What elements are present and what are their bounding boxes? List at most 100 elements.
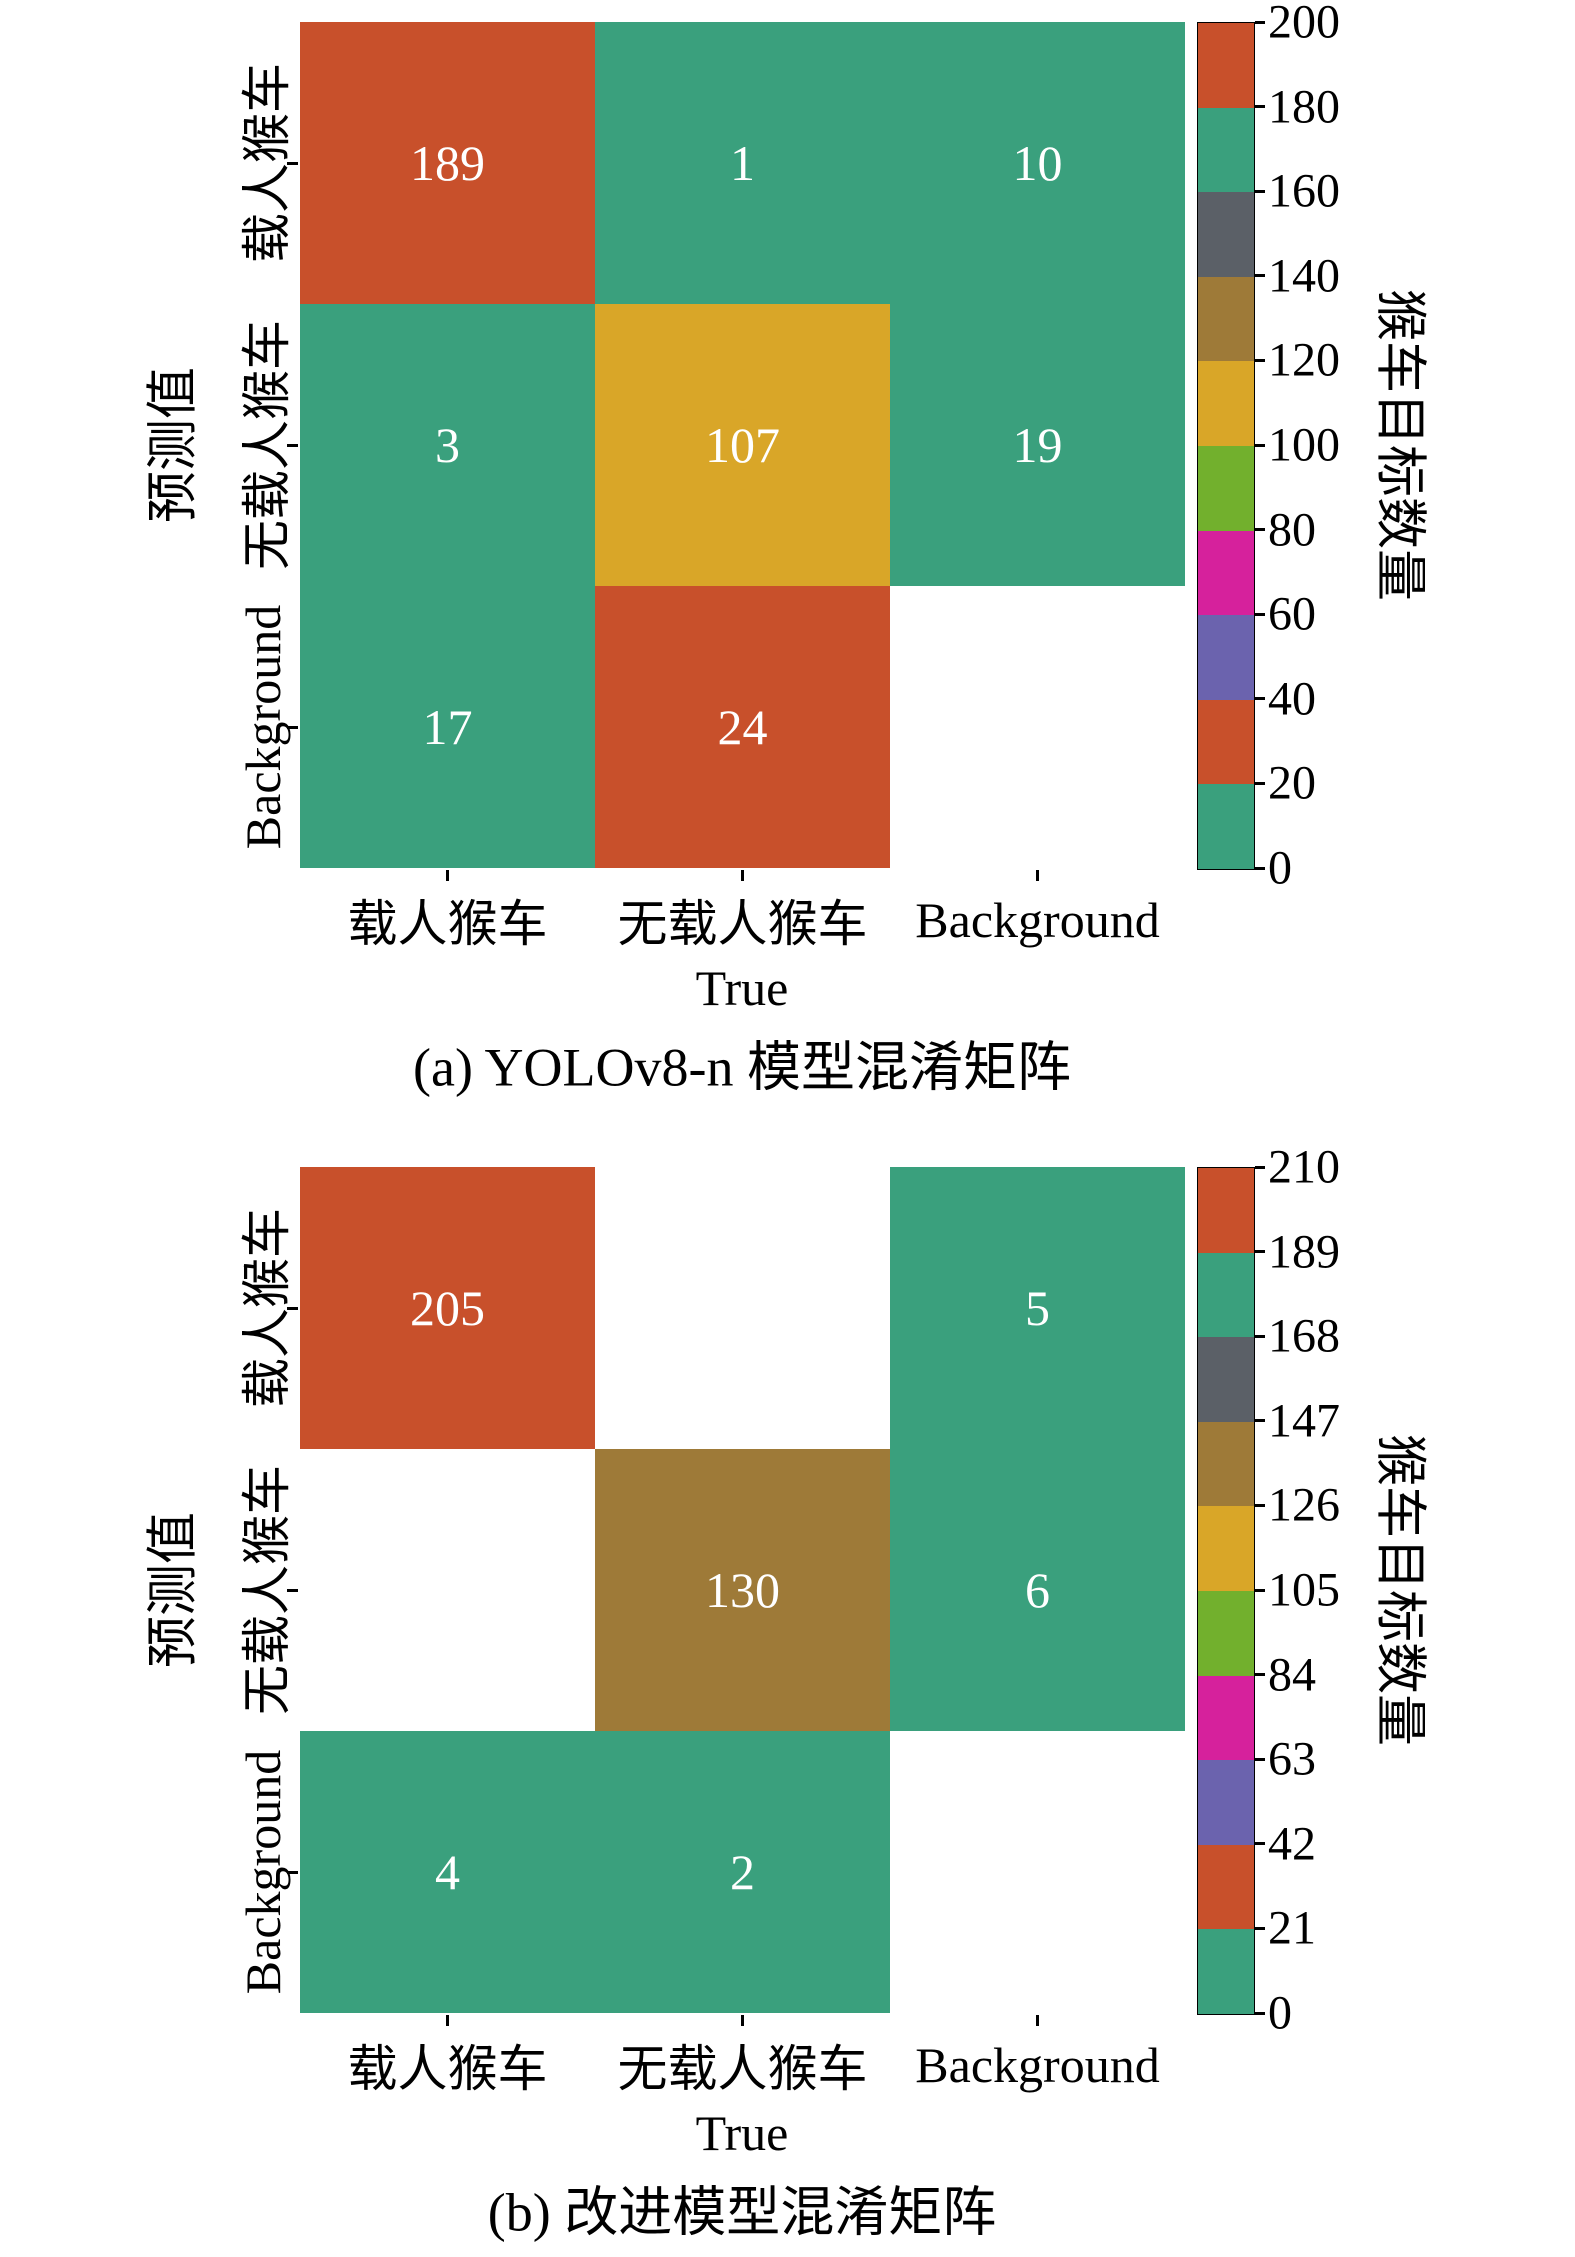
x-axis-label: True <box>695 2105 789 2161</box>
colorbar-tick-label: 210 <box>1268 1140 1340 1194</box>
matrix-cell: 130 <box>595 1449 890 1731</box>
matrix-cell <box>890 1731 1185 2013</box>
matrix-cell: 4 <box>300 1731 595 2013</box>
colorbar-tick-mark <box>1255 274 1265 278</box>
chart-caption: (a) YOLOv8-n 模型混淆矩阵 <box>413 1037 1071 1098</box>
colorbar-tick-label: 63 <box>1268 1732 1316 1786</box>
colorbar-tick-mark <box>1255 358 1265 362</box>
matrix-cell: 5 <box>890 1167 1185 1449</box>
colorbar-tick-label: 168 <box>1268 1309 1340 1363</box>
y-axis-label: 预测值 <box>145 366 203 524</box>
colorbar-segment <box>1198 1675 1254 1761</box>
x-tick-mark <box>741 2015 744 2026</box>
x-tick-label: 载人猴车 <box>347 896 548 952</box>
x-tick-label: 无载人猴车 <box>617 896 868 952</box>
colorbar-segment <box>1198 1421 1254 1507</box>
matrix-cell: 24 <box>595 586 890 868</box>
colorbar-segment <box>1198 1506 1254 1591</box>
colorbar-tick-label: 147 <box>1268 1394 1340 1448</box>
cell-value: 24 <box>717 699 768 755</box>
colorbar-segment <box>1198 1337 1254 1422</box>
y-tick-mark <box>287 1306 298 1310</box>
y-tick-label: Background <box>235 604 291 850</box>
matrix-cell: 189 <box>300 22 595 304</box>
colorbar-tick-mark <box>1255 1334 1265 1338</box>
colorbar-segment <box>1198 23 1254 108</box>
colorbar-tick-label: 100 <box>1268 418 1340 472</box>
y-tick-mark <box>287 1588 298 1592</box>
cell-value: 107 <box>705 417 780 473</box>
colorbar-tick-mark <box>1255 20 1265 24</box>
x-tick-label: 载人猴车 <box>347 2041 548 2097</box>
matrix-cell <box>890 586 1185 868</box>
matrix-cell: 1 <box>595 22 890 304</box>
colorbar-tick-mark <box>1255 443 1265 447</box>
colorbar-segment <box>1198 1252 1254 1338</box>
matrix-cell: 10 <box>890 22 1185 304</box>
cell-value: 19 <box>1012 417 1063 473</box>
x-tick-mark <box>741 870 744 881</box>
colorbar-label: 猴车目标数量 <box>1370 288 1428 602</box>
colorbar-tick-mark <box>1255 697 1265 701</box>
colorbar-tick-label: 60 <box>1268 587 1316 641</box>
colorbar-tick-label: 80 <box>1268 503 1316 557</box>
x-tick-mark <box>1036 870 1039 881</box>
colorbar-tick-label: 126 <box>1268 1478 1340 1532</box>
heatmap-grid: 205 5 130 6 4 2 <box>300 1167 1185 2013</box>
colorbar-tick-label: 40 <box>1268 672 1316 726</box>
colorbar-tick-label: 42 <box>1268 1817 1316 1871</box>
cell-value: 130 <box>705 1562 780 1618</box>
x-axis-label: True <box>695 960 789 1016</box>
cell-value: 3 <box>435 417 460 473</box>
colorbar-tick-label: 84 <box>1268 1648 1316 1702</box>
colorbar-tick-label: 189 <box>1268 1225 1340 1279</box>
colorbar-segment <box>1198 1590 1254 1676</box>
matrix-cell: 107 <box>595 304 890 586</box>
y-tick-mark <box>287 443 298 447</box>
cell-value: 4 <box>435 1844 460 1900</box>
chart-caption: (b) 改进模型混淆矩阵 <box>487 2182 997 2243</box>
colorbar-tick-label: 160 <box>1268 164 1340 218</box>
colorbar-tick-mark <box>1255 105 1265 109</box>
matrix-cell <box>595 1167 890 1449</box>
cell-value: 2 <box>730 1844 755 1900</box>
colorbar-segment <box>1198 1760 1254 1845</box>
cell-value: 205 <box>410 1280 485 1336</box>
colorbar-label: 猴车目标数量 <box>1370 1433 1428 1747</box>
x-tick-label: Background <box>915 892 1160 948</box>
colorbar-tick-mark <box>1255 866 1265 870</box>
colorbar-segment <box>1198 276 1254 362</box>
colorbar-tick-mark <box>1255 1842 1265 1846</box>
heatmap-grid: 189 1 10 3 107 19 17 24 <box>300 22 1185 868</box>
colorbar-tick-mark <box>1255 1250 1265 1254</box>
matrix-cell: 3 <box>300 304 595 586</box>
colorbar-segment <box>1198 784 1254 869</box>
colorbar-tick-label: 0 <box>1268 841 1292 895</box>
colorbar-gradient <box>1198 23 1254 869</box>
colorbar-tick-mark <box>1255 189 1265 193</box>
y-tick-label: Background <box>235 1749 291 1995</box>
colorbar-tick-mark <box>1255 528 1265 532</box>
matrix-cell <box>300 1449 595 1731</box>
colorbar-segment <box>1198 192 1254 277</box>
matrix-cell: 2 <box>595 1731 890 2013</box>
colorbar-segment <box>1198 107 1254 193</box>
y-tick-mark <box>287 161 298 165</box>
colorbar-segment <box>1198 699 1254 785</box>
confusion-matrix-b: 预测值 205 5 130 6 4 2 猴车目标数量 True (b) 改进模型混淆矩阵 … <box>0 1141 1575 2257</box>
colorbar-tick-mark <box>1255 1757 1265 1761</box>
cell-value: 1 <box>730 135 755 191</box>
colorbar-tick-label: 20 <box>1268 756 1316 810</box>
colorbar-segment <box>1198 1168 1254 1253</box>
cell-value: 17 <box>422 699 473 755</box>
colorbar-tick-mark <box>1255 612 1265 616</box>
colorbar-tick-label: 180 <box>1268 80 1340 134</box>
colorbar-tick-label: 200 <box>1268 0 1340 49</box>
colorbar-tick-label: 0 <box>1268 1986 1292 2040</box>
colorbar-segment <box>1198 445 1254 531</box>
cell-value: 5 <box>1025 1280 1050 1336</box>
colorbar-tick-label: 105 <box>1268 1563 1340 1617</box>
matrix-cell: 19 <box>890 304 1185 586</box>
x-tick-mark <box>446 870 449 881</box>
colorbar-tick-label: 140 <box>1268 249 1340 303</box>
